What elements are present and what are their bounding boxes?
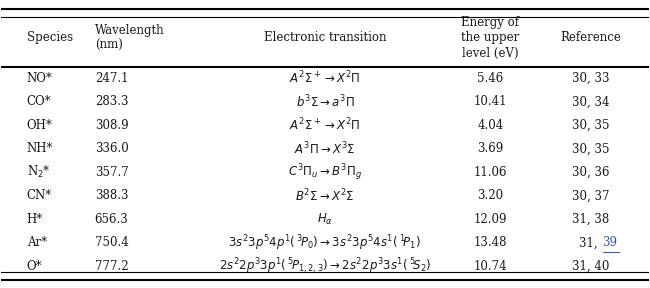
Text: 31,: 31, [579, 236, 602, 249]
Text: Electronic transition: Electronic transition [264, 31, 386, 44]
Text: $A^2\Sigma^+\rightarrow X^2\Pi$: $A^2\Sigma^+\rightarrow X^2\Pi$ [289, 117, 361, 134]
Text: OH*: OH* [27, 119, 53, 132]
Text: CN*: CN* [27, 190, 52, 202]
Text: 247.1: 247.1 [95, 72, 128, 85]
Text: 357.7: 357.7 [95, 166, 129, 179]
Text: O*: O* [27, 260, 42, 273]
Text: 30, 36: 30, 36 [572, 166, 610, 179]
Text: Species: Species [27, 31, 73, 44]
Text: 5.46: 5.46 [477, 72, 504, 85]
Text: NO*: NO* [27, 72, 53, 85]
Text: 336.0: 336.0 [95, 142, 129, 155]
Text: $C^3\Pi_u\rightarrow B^3\Pi_g$: $C^3\Pi_u\rightarrow B^3\Pi_g$ [288, 162, 362, 183]
Text: 31, 40: 31, 40 [572, 260, 610, 273]
Text: 388.3: 388.3 [95, 190, 128, 202]
Text: CO*: CO* [27, 95, 51, 108]
Text: 30, 35: 30, 35 [572, 119, 610, 132]
Text: 10.74: 10.74 [474, 260, 507, 273]
Text: 656.3: 656.3 [95, 213, 129, 226]
Text: N$_2$*: N$_2$* [27, 164, 51, 180]
Text: 4.04: 4.04 [477, 119, 504, 132]
Text: 31, 38: 31, 38 [572, 213, 610, 226]
Text: $H_\alpha$: $H_\alpha$ [317, 212, 333, 227]
Text: $B^2\Sigma\rightarrow X^2\Sigma$: $B^2\Sigma\rightarrow X^2\Sigma$ [295, 187, 355, 204]
Text: 750.4: 750.4 [95, 236, 129, 249]
Text: 283.3: 283.3 [95, 95, 128, 108]
Text: Reference: Reference [560, 31, 621, 44]
Text: NH*: NH* [27, 142, 53, 155]
Text: $2s^22p^33p^1(\,{}^5\!P_{1,2,3})\rightarrow 2s^22p^33s^1(\,{}^5\!S_2)$: $2s^22p^33p^1(\,{}^5\!P_{1,2,3})\rightar… [219, 257, 431, 276]
Text: H*: H* [27, 213, 43, 226]
Text: $3s^23p^54p^1(\,{}^3\!P_0)\rightarrow 3s^23p^54s^1(\,{}^1\!P_1)$: $3s^23p^54p^1(\,{}^3\!P_0)\rightarrow 3s… [228, 233, 422, 253]
Text: Ar*: Ar* [27, 236, 47, 249]
Text: $A^2\Sigma^+\rightarrow X^2\Pi$: $A^2\Sigma^+\rightarrow X^2\Pi$ [289, 70, 361, 87]
Text: Wavelength
(nm): Wavelength (nm) [95, 24, 164, 52]
Text: 3.20: 3.20 [477, 190, 504, 202]
Text: 3.69: 3.69 [477, 142, 504, 155]
Text: 30, 35: 30, 35 [572, 142, 610, 155]
Text: 13.48: 13.48 [474, 236, 507, 249]
Text: 12.09: 12.09 [474, 213, 507, 226]
Text: 30, 37: 30, 37 [572, 190, 610, 202]
Text: 308.9: 308.9 [95, 119, 128, 132]
Text: 39: 39 [603, 236, 618, 249]
Text: 11.06: 11.06 [474, 166, 507, 179]
Text: 777.2: 777.2 [95, 260, 128, 273]
Text: 10.41: 10.41 [474, 95, 507, 108]
Text: $b^3\Sigma\rightarrow a^3\Pi$: $b^3\Sigma\rightarrow a^3\Pi$ [296, 94, 354, 110]
Text: Energy of
the upper
level (eV): Energy of the upper level (eV) [462, 16, 519, 59]
Text: $A^3\Pi\rightarrow X^3\Sigma$: $A^3\Pi\rightarrow X^3\Sigma$ [294, 141, 356, 157]
Text: 30, 34: 30, 34 [572, 95, 610, 108]
Text: 30, 33: 30, 33 [572, 72, 610, 85]
